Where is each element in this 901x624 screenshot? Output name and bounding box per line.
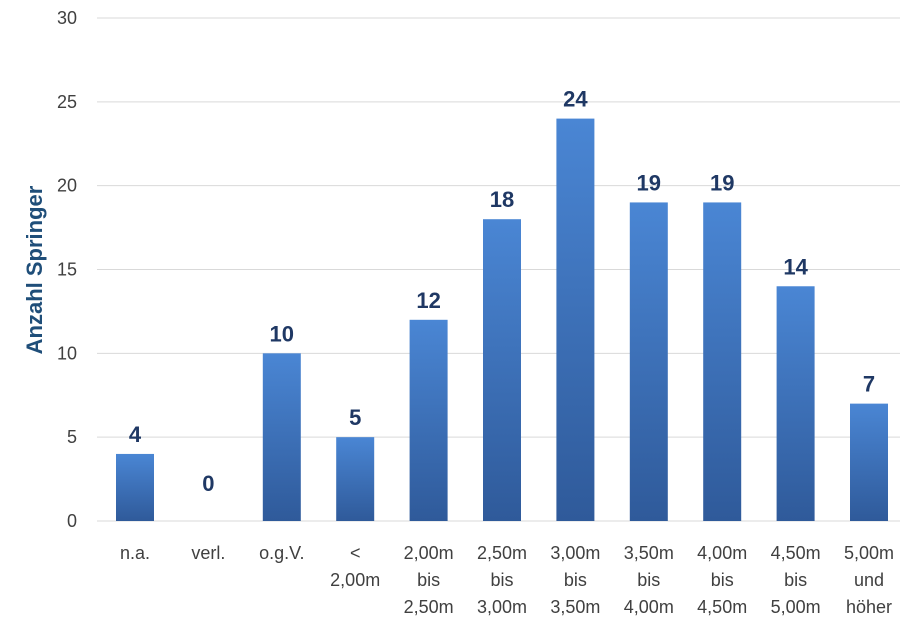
bar bbox=[116, 453, 154, 521]
x-category-label: bis bbox=[564, 570, 587, 590]
x-category-label: höher bbox=[846, 597, 892, 617]
x-category-label: 5,00m bbox=[771, 597, 821, 617]
bar bbox=[409, 319, 448, 521]
x-category-label: 2,50m bbox=[404, 597, 454, 617]
x-category-label: 3,00m bbox=[550, 543, 600, 563]
data-label: 10 bbox=[270, 321, 294, 346]
bar bbox=[483, 219, 521, 521]
x-category-label: 5,00m bbox=[844, 543, 894, 563]
bars bbox=[116, 118, 888, 521]
data-label: 18 bbox=[490, 187, 514, 212]
x-category-label: 2,00m bbox=[330, 570, 380, 590]
x-category-label: bis bbox=[784, 570, 807, 590]
data-label: 19 bbox=[637, 170, 661, 195]
data-label: 7 bbox=[863, 372, 875, 397]
bar bbox=[703, 202, 742, 521]
x-category-label: bis bbox=[637, 570, 660, 590]
data-label: 12 bbox=[416, 288, 440, 313]
x-category-label: 2,50m bbox=[477, 543, 527, 563]
y-tick-label: 30 bbox=[57, 8, 77, 28]
bar bbox=[629, 202, 668, 521]
x-category-label: bis bbox=[490, 570, 513, 590]
x-category-label: o.g.V. bbox=[259, 543, 304, 563]
bar bbox=[556, 118, 595, 521]
y-tick-label: 0 bbox=[67, 511, 77, 531]
x-category-label: 3,50m bbox=[624, 543, 674, 563]
y-axis-ticks: 0 5 10 15 20 25 30 bbox=[57, 8, 77, 531]
x-category-label: 4,00m bbox=[697, 543, 747, 563]
data-label: 24 bbox=[563, 87, 588, 112]
x-category-label: 4,50m bbox=[771, 543, 821, 563]
y-tick-label: 15 bbox=[57, 260, 77, 280]
y-tick-label: 20 bbox=[57, 176, 77, 196]
x-category-label: bis bbox=[711, 570, 734, 590]
bar bbox=[262, 353, 301, 521]
data-label: 0 bbox=[202, 471, 214, 496]
data-label: 5 bbox=[349, 405, 361, 430]
x-category-label: 3,50m bbox=[550, 597, 600, 617]
bar bbox=[776, 286, 815, 521]
x-category-label: 4,00m bbox=[624, 597, 674, 617]
y-tick-label: 10 bbox=[57, 343, 77, 363]
x-category-label: n.a. bbox=[120, 543, 150, 563]
x-category-label: verl. bbox=[191, 543, 225, 563]
y-axis-title: Anzahl Springer bbox=[22, 185, 47, 354]
bar bbox=[336, 437, 375, 521]
data-label: 19 bbox=[710, 170, 734, 195]
data-labels: 4 0 10 5 12 18 24 19 19 14 7 bbox=[129, 87, 875, 496]
x-category-label: 3,00m bbox=[477, 597, 527, 617]
x-category-label: bis bbox=[417, 570, 440, 590]
x-category-label: 2,00m bbox=[404, 543, 454, 563]
y-tick-label: 25 bbox=[57, 92, 77, 112]
x-axis-categories: n.a. verl. o.g.V. <2,00m 2,00m bis 2,50m 2,50m b… bbox=[120, 543, 894, 617]
data-label: 4 bbox=[129, 422, 142, 447]
bar bbox=[850, 403, 888, 521]
x-category-label: < bbox=[350, 543, 361, 563]
x-category-label: 4,50m bbox=[697, 597, 747, 617]
data-label: 14 bbox=[783, 254, 808, 279]
x-category-label: und bbox=[854, 570, 884, 590]
y-tick-label: 5 bbox=[67, 427, 77, 447]
